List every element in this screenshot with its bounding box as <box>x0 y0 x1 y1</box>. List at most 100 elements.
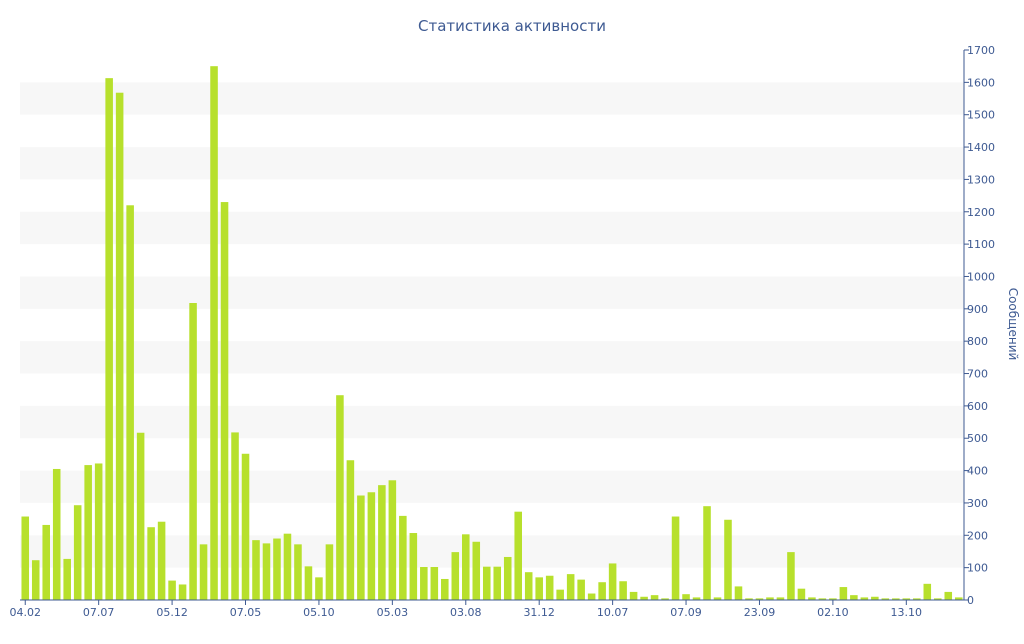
bar[interactable] <box>451 552 460 600</box>
bar[interactable] <box>954 597 963 600</box>
bar[interactable] <box>556 589 564 600</box>
bar[interactable] <box>126 205 134 601</box>
bar[interactable] <box>545 575 554 600</box>
bar[interactable] <box>315 577 323 600</box>
bar[interactable] <box>63 558 71 600</box>
bar[interactable] <box>220 202 229 600</box>
bar[interactable] <box>462 534 470 600</box>
bar[interactable] <box>189 303 197 600</box>
bar[interactable] <box>640 596 648 600</box>
bar[interactable] <box>21 516 30 600</box>
bar[interactable] <box>336 395 344 600</box>
bar[interactable] <box>168 580 176 600</box>
bar[interactable] <box>923 583 932 600</box>
grid-bands <box>20 82 964 568</box>
bar[interactable] <box>734 586 743 600</box>
x-tick-label: 05.03 <box>377 606 409 619</box>
bar[interactable] <box>514 511 522 600</box>
bar[interactable] <box>745 598 753 600</box>
bar[interactable] <box>105 78 113 600</box>
bar[interactable] <box>399 515 407 600</box>
bar[interactable] <box>252 540 260 600</box>
bar[interactable] <box>84 465 92 600</box>
bar[interactable] <box>797 588 806 600</box>
bar[interactable] <box>881 598 890 600</box>
bar[interactable] <box>608 563 617 600</box>
bar[interactable] <box>871 596 879 600</box>
bar[interactable] <box>860 597 869 600</box>
bar[interactable] <box>503 556 512 600</box>
bar[interactable] <box>346 460 355 600</box>
bar[interactable] <box>766 597 774 600</box>
bar[interactable] <box>703 506 711 600</box>
bar[interactable] <box>31 560 40 600</box>
bar[interactable] <box>650 595 659 600</box>
bar[interactable] <box>367 492 376 600</box>
bar[interactable] <box>294 544 302 600</box>
bar[interactable] <box>325 544 334 600</box>
bar[interactable] <box>598 582 606 600</box>
bar[interactable] <box>42 524 50 600</box>
bar[interactable] <box>913 598 921 600</box>
bar[interactable] <box>902 598 911 600</box>
bar[interactable] <box>629 591 638 600</box>
bar[interactable] <box>839 587 848 600</box>
x-tick-label: 07.05 <box>230 606 262 619</box>
bar[interactable] <box>262 543 271 600</box>
bar[interactable] <box>619 581 627 600</box>
bar[interactable] <box>147 527 155 600</box>
grid-band <box>20 147 964 180</box>
bar[interactable] <box>587 593 596 600</box>
bar[interactable] <box>378 485 386 600</box>
grid-band <box>20 405 964 439</box>
x-tick-label: 04.02 <box>9 606 41 619</box>
bar[interactable] <box>73 505 82 600</box>
bar[interactable] <box>115 92 124 601</box>
bar[interactable] <box>671 516 680 600</box>
bar[interactable] <box>157 521 166 600</box>
bar[interactable] <box>231 432 239 600</box>
bar[interactable] <box>199 544 208 600</box>
bar[interactable] <box>94 463 103 600</box>
bar[interactable] <box>692 597 701 600</box>
bar[interactable] <box>273 538 281 600</box>
bar[interactable] <box>682 594 690 600</box>
bar[interactable] <box>535 577 543 600</box>
bar[interactable] <box>892 598 900 600</box>
bar[interactable] <box>210 66 218 601</box>
bar[interactable] <box>577 579 585 600</box>
y-tick-label: 500 <box>967 432 988 445</box>
bar[interactable] <box>808 597 816 600</box>
bar[interactable] <box>472 541 481 600</box>
bar[interactable] <box>52 468 61 600</box>
bar[interactable] <box>850 595 858 600</box>
bar[interactable] <box>409 533 418 600</box>
bar[interactable] <box>482 566 491 600</box>
bar[interactable] <box>829 598 837 600</box>
bar[interactable] <box>388 480 397 600</box>
bar[interactable] <box>776 597 785 600</box>
bar[interactable] <box>524 572 533 600</box>
bar[interactable] <box>661 598 669 600</box>
bar[interactable] <box>136 432 145 600</box>
bar[interactable] <box>493 566 502 600</box>
bar[interactable] <box>357 495 365 601</box>
bar[interactable] <box>283 533 292 600</box>
bar[interactable] <box>566 574 575 600</box>
x-tick-label: 10.07 <box>597 606 629 619</box>
bar[interactable] <box>241 453 250 600</box>
bar[interactable] <box>818 598 827 600</box>
bar[interactable] <box>441 578 449 600</box>
bar[interactable] <box>420 567 428 600</box>
bar[interactable] <box>713 597 722 600</box>
bar[interactable] <box>755 598 764 600</box>
y-tick-label: 300 <box>967 497 988 510</box>
bar[interactable] <box>944 591 953 600</box>
bar[interactable] <box>724 519 732 600</box>
bar[interactable] <box>934 598 942 600</box>
bar[interactable] <box>787 552 795 600</box>
bar[interactable] <box>178 584 187 600</box>
bar[interactable] <box>430 567 439 600</box>
bar[interactable] <box>304 566 313 600</box>
x-tick-label: 05.12 <box>156 606 188 619</box>
